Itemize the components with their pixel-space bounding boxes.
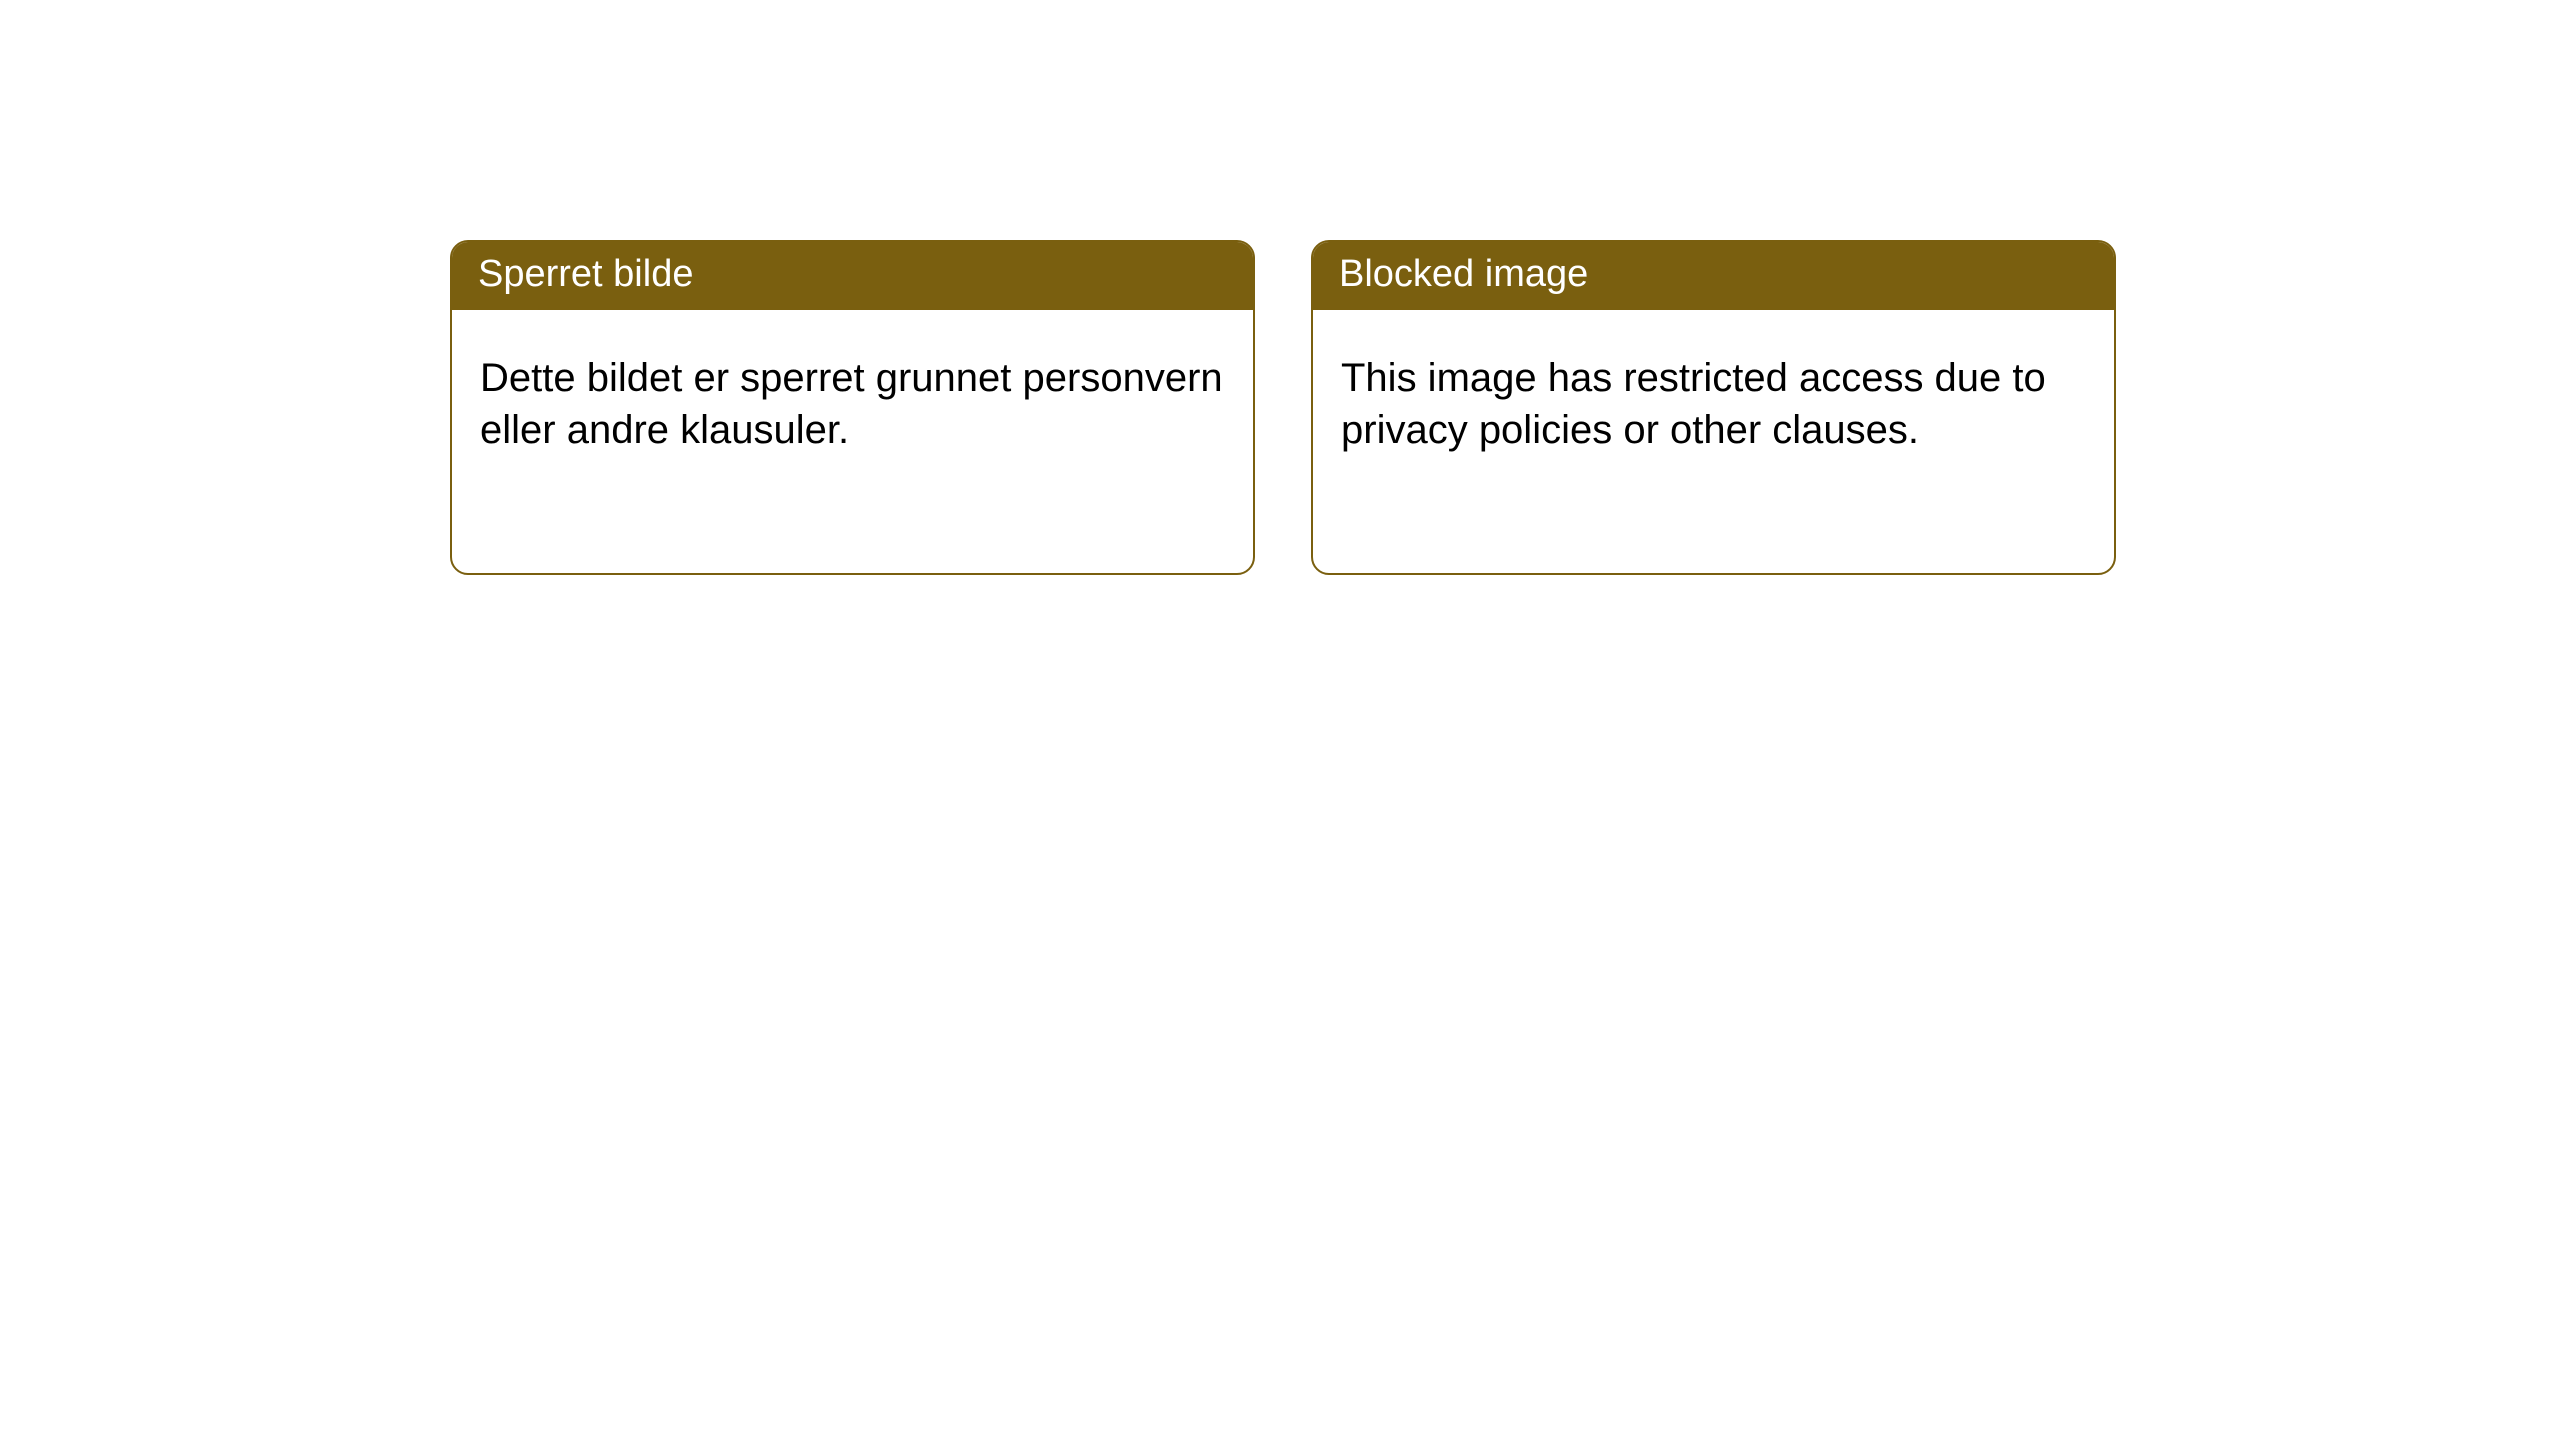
notice-header-english: Blocked image: [1313, 242, 2114, 310]
notice-header-norwegian: Sperret bilde: [452, 242, 1253, 310]
notice-container: Sperret bilde Dette bildet er sperret gr…: [0, 0, 2560, 575]
notice-box-norwegian: Sperret bilde Dette bildet er sperret gr…: [450, 240, 1255, 575]
notice-box-english: Blocked image This image has restricted …: [1311, 240, 2116, 575]
notice-body-norwegian: Dette bildet er sperret grunnet personve…: [452, 310, 1253, 484]
notice-body-english: This image has restricted access due to …: [1313, 310, 2114, 484]
